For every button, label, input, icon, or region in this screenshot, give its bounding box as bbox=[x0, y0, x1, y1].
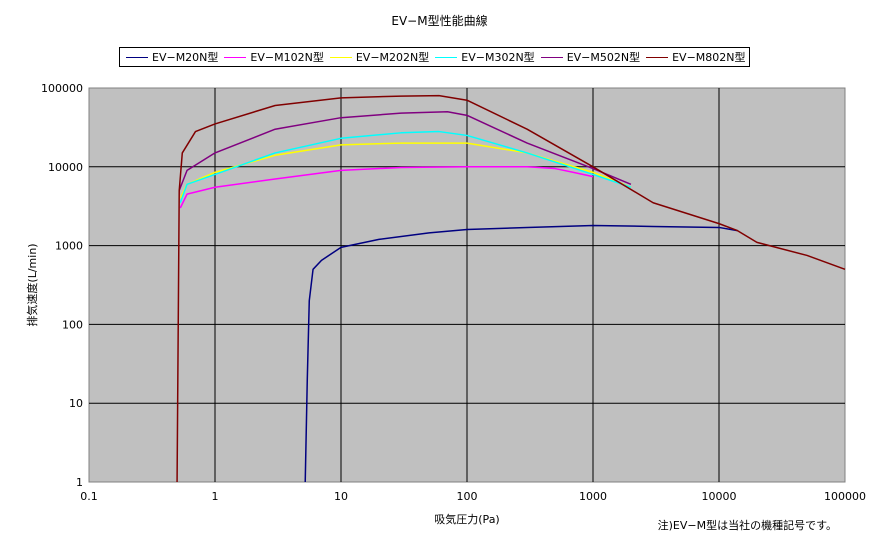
x-tick-label-1: 1 bbox=[212, 490, 219, 503]
legend-item-0: EV−M20N型 bbox=[126, 49, 218, 65]
series-line-5 bbox=[176, 94, 846, 483]
legend-label-2: EV−M202N型 bbox=[355, 51, 430, 64]
legend-label-5: EV−M802N型 bbox=[672, 51, 746, 64]
y-tick-label-0: 1 bbox=[76, 476, 83, 489]
series-line-0 bbox=[304, 224, 738, 483]
x-tick-label-6: 100000 bbox=[824, 490, 866, 503]
series-line-3 bbox=[179, 130, 632, 203]
legend-label-4: EV−M502N型 bbox=[566, 51, 641, 64]
x-tick-label-0: 0.1 bbox=[80, 490, 98, 503]
y-tick-label-2: 100 bbox=[62, 318, 83, 331]
y-tick-label-4: 10000 bbox=[48, 161, 83, 174]
y-tick-label-1: 10 bbox=[69, 397, 83, 410]
legend-item-5: EV−M802N型 bbox=[646, 49, 746, 65]
y-tick-label-5: 100000 bbox=[41, 82, 83, 95]
series-line-4 bbox=[178, 110, 632, 191]
series-line-2 bbox=[179, 142, 632, 199]
legend-item-4: EV−M502N型 bbox=[540, 49, 641, 65]
legend-swatch-2 bbox=[329, 56, 352, 58]
legend-swatch-4 bbox=[540, 56, 563, 58]
legend-swatch-5 bbox=[646, 56, 669, 58]
tick-labels: 0.1 1 10 100 1000 10000 1000001101001000100001… bbox=[41, 82, 866, 503]
legend-swatch-1 bbox=[224, 56, 247, 58]
legend-swatch-3 bbox=[435, 56, 458, 58]
legend-label-1: EV−M102N型 bbox=[250, 51, 324, 64]
series-lines bbox=[176, 94, 846, 483]
legend-swatch-0 bbox=[126, 56, 148, 58]
y-tick-label-3: 1000 bbox=[55, 240, 83, 253]
legend-item-3: EV−M302N型 bbox=[435, 49, 535, 65]
legend-label-3: EV−M302N型 bbox=[461, 51, 535, 64]
x-tick-label-5: 10000 bbox=[702, 490, 737, 503]
x-tick-label-4: 1000 bbox=[579, 490, 607, 503]
x-axis-label: 吸気圧力(Pa) bbox=[434, 512, 499, 526]
y-axis-label: 排気速度(L/min) bbox=[25, 243, 39, 326]
footnote: 注)EV−M型は当社の機種記号です。 bbox=[657, 519, 837, 532]
series-line-1 bbox=[179, 166, 594, 209]
legend-item-2: EV−M202N型 bbox=[329, 49, 430, 65]
chart-title: EV−M型性能曲線 bbox=[391, 14, 488, 28]
legend-label-0: EV−M20N型 bbox=[152, 51, 219, 64]
legend-item-1: EV−M102N型 bbox=[224, 49, 324, 65]
legend: EV−M20N型 EV−M102N型 EV−M202N型 EV−M302N型 E… bbox=[119, 47, 750, 67]
x-tick-label-2: 10 bbox=[334, 490, 348, 503]
x-tick-label-3: 100 bbox=[457, 490, 478, 503]
